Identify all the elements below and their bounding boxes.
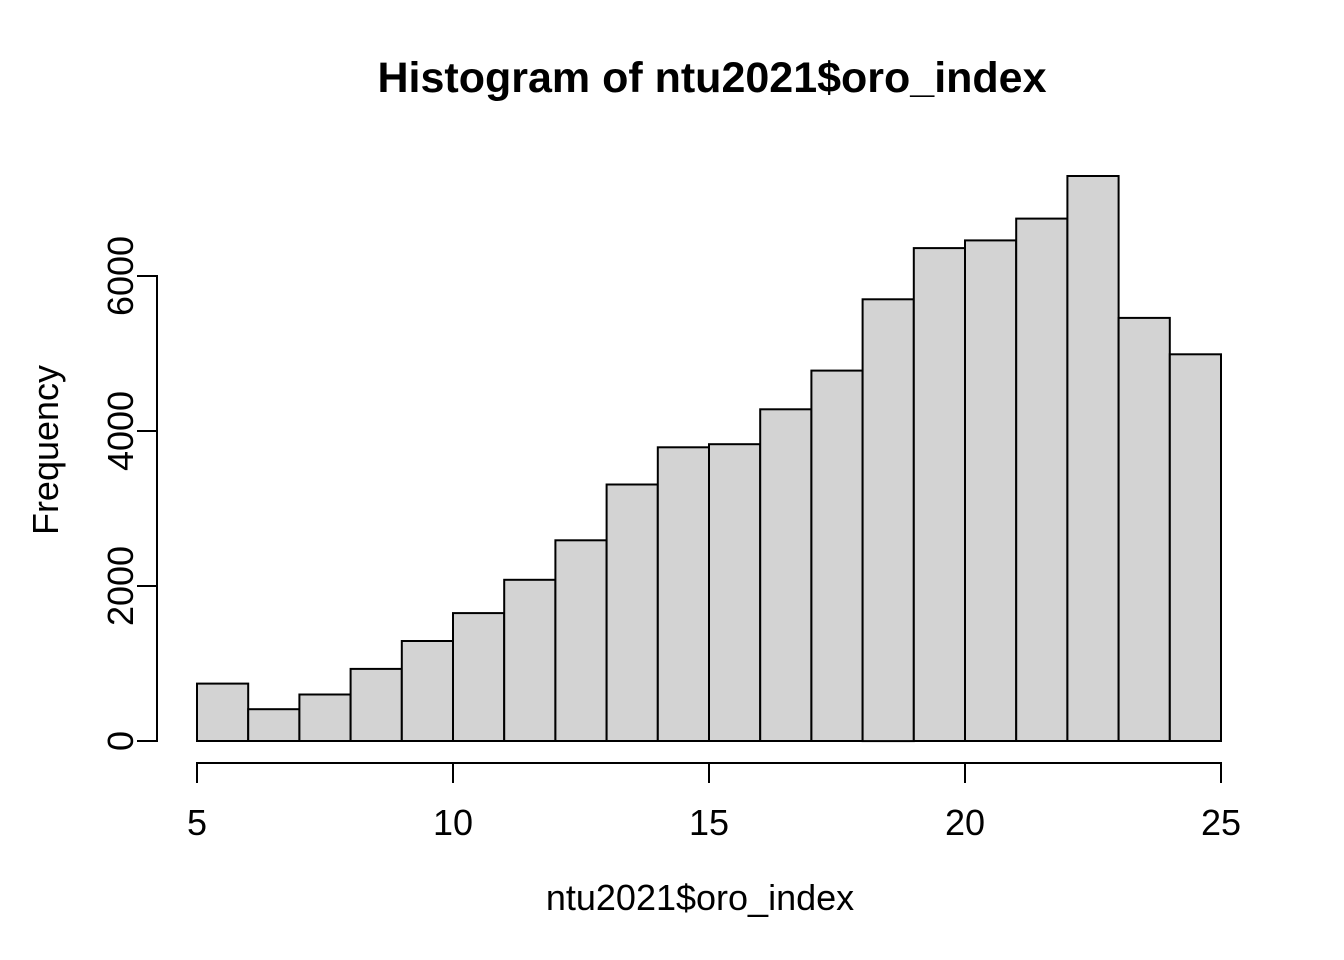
histogram-bar-6-7 xyxy=(247,708,301,743)
histogram-bar-5-6 xyxy=(196,682,250,742)
histogram-bar-9-10 xyxy=(400,640,454,742)
histogram-bar-15-16 xyxy=(708,443,762,742)
x-tick-label-20: 20 xyxy=(945,802,985,843)
x-tick-label-15: 15 xyxy=(689,802,729,843)
y-axis-label: Frequency xyxy=(25,365,66,535)
histogram-bar-7-8 xyxy=(298,693,352,742)
histogram-bar-13-14 xyxy=(605,483,659,742)
histogram-bar-23-24 xyxy=(1117,316,1171,742)
histogram-bar-18-19 xyxy=(861,298,915,743)
x-tick-label-5: 5 xyxy=(187,802,207,843)
histogram-bar-22-23 xyxy=(1066,175,1120,742)
x-tick-label-25: 25 xyxy=(1201,802,1241,843)
histogram-bar-20-21 xyxy=(964,239,1018,742)
x-tick-label-10: 10 xyxy=(433,802,473,843)
y-tick-label-6000: 6000 xyxy=(100,236,141,316)
chart-title: Histogram of ntu2021$oro_index xyxy=(377,54,1046,102)
y-tick-label-4000: 4000 xyxy=(100,391,141,471)
histogram-bar-17-18 xyxy=(810,369,864,742)
bars-layer xyxy=(196,175,1223,743)
histogram-bar-8-9 xyxy=(349,667,403,743)
histogram-bar-11-12 xyxy=(503,578,557,742)
histogram-bar-24-25 xyxy=(1168,353,1223,742)
histogram-bar-10-11 xyxy=(452,612,506,742)
axes-layer: 0 2000 4000 6000 5 10 15 20 25 xyxy=(100,236,1241,843)
x-axis-label: ntu2021$oro_index xyxy=(546,877,854,918)
histogram-bar-19-20 xyxy=(912,247,966,742)
histogram-bar-21-22 xyxy=(1015,217,1069,743)
histogram-bar-12-13 xyxy=(554,539,608,742)
histogram-bar-16-17 xyxy=(759,408,813,742)
y-tick-label-2000: 2000 xyxy=(100,546,141,626)
histogram-bar-14-15 xyxy=(656,446,710,742)
y-tick-label-0: 0 xyxy=(100,731,141,751)
